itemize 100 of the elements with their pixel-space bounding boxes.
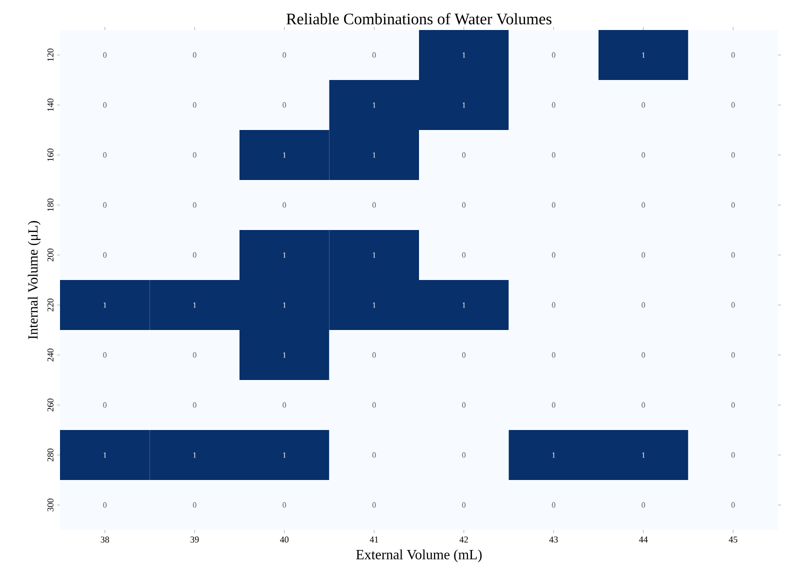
data-label: 0	[462, 402, 466, 408]
data-label: 0	[552, 502, 556, 508]
y-tick-label: 140	[47, 98, 54, 111]
data-label: 0	[731, 502, 735, 508]
data-label: 0	[282, 402, 286, 408]
x-tick-label: 42	[460, 536, 468, 542]
x-tick-label: 40	[280, 536, 289, 543]
data-label: 0	[642, 402, 646, 408]
data-label: 1	[372, 152, 376, 158]
y-tick-label: 300	[47, 498, 54, 512]
data-label: 1	[462, 302, 466, 308]
data-label: 1	[104, 302, 106, 308]
x-tick-label: 43	[549, 536, 558, 543]
y-tick-label: 120	[47, 48, 54, 61]
data-label: 0	[642, 502, 646, 508]
data-label: 0	[282, 202, 286, 208]
data-label: 0	[192, 252, 196, 258]
data-label: 1	[462, 52, 466, 58]
data-label: 1	[642, 52, 645, 58]
data-label: 0	[552, 352, 556, 358]
chart-title: Reliable Combinations of Water Volumes	[286, 12, 552, 24]
y-tick-label: 240	[47, 348, 54, 362]
data-label: 0	[552, 302, 556, 308]
data-label: 1	[104, 452, 106, 458]
data-label: 0	[192, 102, 196, 108]
data-label: 0	[462, 252, 466, 258]
data-label: 0	[192, 402, 196, 408]
data-label: 0	[731, 452, 735, 458]
data-label: 0	[192, 502, 196, 508]
data-label: 0	[103, 152, 107, 158]
data-label: 0	[103, 102, 107, 108]
data-label: 0	[642, 202, 646, 208]
data-label: 0	[192, 52, 196, 58]
data-label: 0	[462, 202, 466, 208]
data-label: 0	[642, 302, 646, 308]
data-label: 0	[731, 302, 735, 308]
data-label: 1	[283, 302, 286, 308]
y-tick-label: 260	[47, 398, 54, 412]
data-label: 0	[103, 202, 107, 208]
y-tick-label: 220	[47, 298, 54, 312]
data-label: 0	[731, 202, 735, 208]
data-label: 0	[192, 352, 196, 358]
x-tick-label: 45	[728, 536, 738, 543]
data-label: 0	[731, 252, 735, 258]
y-tick-label: 180	[47, 198, 54, 211]
data-label: 1	[283, 452, 286, 458]
x-tick-label: 41	[370, 536, 378, 542]
data-label: 0	[642, 152, 646, 158]
data-label: 1	[283, 252, 286, 258]
y-axis-title: Internal Volume (μL)	[28, 221, 41, 340]
x-axis-title: External Volume (mL)	[356, 549, 482, 562]
data-label: 0	[731, 152, 735, 158]
data-label: 0	[552, 402, 556, 408]
data-label: 0	[642, 102, 646, 108]
data-label: 0	[103, 402, 107, 408]
data-label: 0	[372, 502, 376, 508]
data-label: 0	[731, 52, 735, 58]
y-tick-label: 200	[47, 248, 54, 262]
data-label: 0	[552, 102, 556, 108]
data-label: 1	[462, 102, 466, 108]
data-label: 1	[283, 352, 286, 358]
data-label: 0	[372, 402, 376, 408]
x-tick-label: 38	[100, 536, 110, 543]
data-label: 0	[372, 202, 376, 208]
data-label: 0	[372, 52, 376, 58]
data-label: 1	[552, 452, 556, 458]
y-tick-label: 280	[47, 448, 54, 462]
data-label: 0	[372, 352, 376, 358]
data-label: 0	[103, 252, 107, 258]
data-label: 0	[552, 252, 556, 258]
data-label: 0	[103, 352, 107, 358]
data-label: 0	[462, 452, 466, 458]
data-label: 1	[283, 152, 286, 158]
data-label: 1	[193, 302, 196, 308]
data-label: 1	[193, 452, 196, 458]
data-label: 0	[462, 152, 466, 158]
data-label: 1	[372, 252, 376, 258]
data-label: 0	[552, 202, 556, 208]
data-label: 1	[372, 302, 376, 308]
x-tick-label: 44	[639, 536, 648, 542]
data-label: 0	[552, 152, 556, 158]
data-label: 0	[642, 352, 646, 358]
data-label: 0	[462, 352, 466, 358]
data-label: 0	[731, 352, 735, 358]
data-label: 0	[192, 202, 196, 208]
data-label: 1	[372, 102, 376, 108]
data-label: 1	[642, 452, 645, 458]
data-label: 0	[282, 502, 286, 508]
data-label: 0	[192, 152, 196, 158]
data-label: 0	[282, 102, 286, 108]
data-label: 0	[552, 52, 556, 58]
data-label: 0	[642, 252, 646, 258]
data-label: 0	[372, 452, 376, 458]
data-label: 0	[103, 502, 107, 508]
data-label: 0	[103, 52, 107, 58]
y-tick-label: 160	[47, 148, 54, 161]
data-label: 0	[731, 402, 735, 408]
data-label: 0	[462, 502, 466, 508]
data-label: 0	[731, 102, 735, 108]
x-tick-label: 39	[190, 536, 199, 543]
